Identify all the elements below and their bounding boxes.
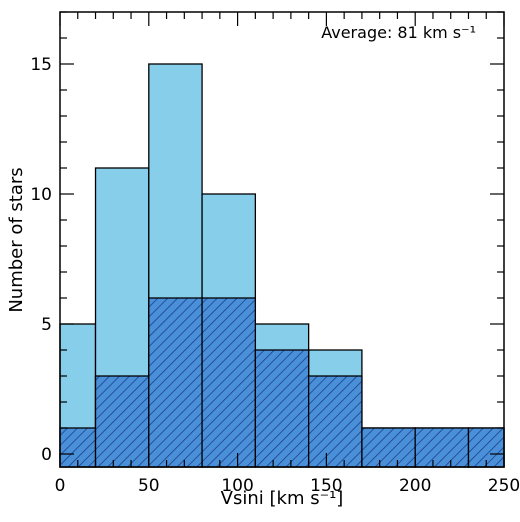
x-tick-label: 50 <box>138 476 160 496</box>
y-tick-label: 15 <box>30 55 52 75</box>
hatched-bar-6 <box>361 427 416 468</box>
y-axis-title: Number of stars <box>6 167 27 312</box>
hatched-bar-2 <box>148 297 203 468</box>
hatched-bar-7 <box>414 427 470 468</box>
hatched-bar-3 <box>201 297 257 468</box>
y-tick-labels: 0 5 10 15 <box>30 55 52 465</box>
x-tick-label: 250 <box>488 476 520 496</box>
x-tick-label: 150 <box>310 476 342 496</box>
x-tick-label: 100 <box>221 476 253 496</box>
average-annotation: Average: 81 km s⁻¹ <box>321 23 476 42</box>
bars-subset <box>59 297 505 468</box>
hatched-bar-1 <box>94 375 150 468</box>
hatched-bar-5 <box>307 375 363 468</box>
y-tick-label: 5 <box>41 315 52 335</box>
y-tick-label: 10 <box>30 185 52 205</box>
hatched-bar-4 <box>254 349 310 468</box>
x-tick-labels: 0 50 100 150 200 250 <box>55 476 520 496</box>
plot-frame <box>59 11 505 468</box>
x-tick-label: 200 <box>399 476 431 496</box>
x-axis-title: Vsini [km s⁻¹] <box>221 488 344 509</box>
x-tick-label: 0 <box>55 476 66 496</box>
axis-ticks <box>59 11 505 467</box>
y-tick-label: 0 <box>41 445 52 465</box>
